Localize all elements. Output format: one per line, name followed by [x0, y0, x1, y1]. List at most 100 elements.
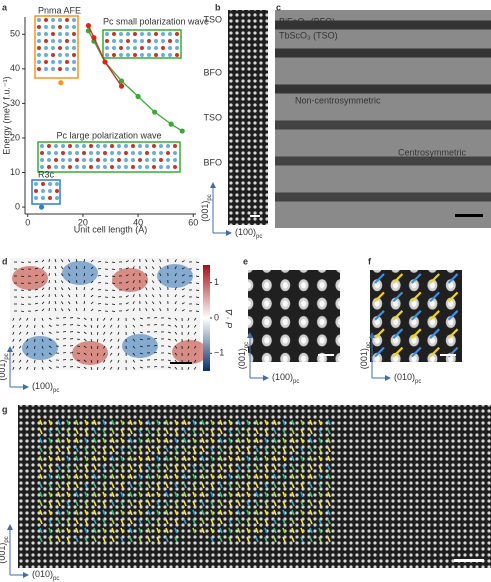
arrow	[183, 491, 187, 498]
arrow	[174, 500, 178, 507]
scale-bar	[318, 354, 334, 356]
field-arrow	[117, 338, 120, 342]
arrow	[84, 437, 88, 444]
field-arrow	[132, 294, 135, 298]
arrow	[129, 473, 133, 480]
arrow	[273, 509, 277, 516]
data-point	[58, 80, 64, 86]
arrow	[219, 482, 223, 489]
data-point	[102, 59, 108, 65]
arrow	[273, 536, 277, 543]
field-arrow	[103, 352, 106, 356]
field-arrow	[12, 352, 15, 356]
atom	[61, 165, 65, 169]
field-arrow	[97, 260, 102, 263]
arrow	[201, 491, 205, 498]
arrow	[273, 518, 277, 525]
arrow	[156, 428, 160, 435]
atom	[82, 144, 86, 148]
field-arrow	[12, 338, 15, 342]
atom	[44, 53, 48, 57]
arrow	[309, 482, 313, 489]
field-arrow	[153, 317, 158, 319]
arrow	[237, 509, 241, 516]
arrow	[201, 482, 205, 489]
field-arrow	[83, 300, 86, 305]
scale-bar	[250, 215, 260, 217]
scale-bar	[440, 354, 456, 356]
arrow	[255, 464, 259, 471]
arrow	[111, 473, 115, 480]
field-arrow	[68, 266, 71, 270]
arrow	[291, 464, 295, 471]
arrow	[273, 464, 277, 471]
arrow	[183, 518, 187, 525]
atom	[51, 46, 55, 50]
field-arrow	[153, 324, 158, 326]
data-point	[85, 23, 92, 29]
field-arrow	[174, 308, 177, 312]
arrow	[309, 527, 313, 534]
arrow	[57, 473, 61, 480]
arrow	[48, 509, 52, 516]
atom	[96, 158, 100, 162]
field-arrow	[193, 345, 197, 349]
arrow	[327, 464, 331, 471]
arrow	[156, 509, 160, 516]
atom	[131, 151, 135, 155]
arrow	[156, 419, 160, 426]
field-arrow	[62, 359, 67, 361]
arrow	[201, 500, 205, 507]
data-point	[38, 204, 45, 210]
field-arrow	[60, 273, 64, 277]
arrow	[309, 509, 313, 516]
arrow	[111, 419, 115, 426]
arrow	[300, 482, 304, 489]
field-arrow	[195, 289, 200, 291]
atom	[131, 158, 135, 162]
structure-inset	[37, 141, 181, 173]
arrow	[75, 491, 79, 498]
atom	[72, 39, 76, 43]
atom	[96, 165, 100, 169]
arrow	[138, 419, 142, 426]
atom	[166, 144, 170, 148]
axis-label-main: (100)	[32, 381, 53, 391]
field-arrow	[97, 281, 102, 284]
field-arrow	[132, 345, 136, 349]
arrow	[120, 428, 124, 435]
field-arrow	[167, 338, 171, 341]
atom	[138, 151, 142, 155]
arrow	[129, 518, 133, 525]
atom	[47, 165, 51, 169]
field-arrow	[103, 359, 106, 363]
arrow	[411, 291, 422, 303]
arrow	[282, 500, 286, 507]
layer-label: BFO	[203, 67, 222, 77]
axis-label-main: (001)	[0, 543, 7, 564]
arrow	[66, 473, 70, 480]
arrow	[75, 446, 79, 453]
field-arrow	[41, 338, 44, 342]
arrow	[219, 419, 223, 426]
field-arrow	[167, 345, 171, 348]
atom	[133, 53, 137, 57]
arrow	[300, 419, 304, 426]
data-point	[91, 35, 97, 41]
atom	[72, 46, 76, 50]
arrow	[48, 527, 52, 534]
field-arrow	[97, 267, 102, 270]
atom	[75, 165, 79, 169]
arrow	[102, 527, 106, 534]
polarization-arrows-f	[374, 273, 459, 358]
arrow	[93, 428, 97, 435]
arrow	[183, 455, 187, 462]
field-arrow	[18, 317, 22, 321]
atom	[112, 53, 116, 57]
arrow	[57, 455, 61, 462]
arrow	[138, 455, 142, 462]
field-arrow	[90, 352, 93, 356]
field-arrow	[90, 259, 94, 263]
field-arrow	[12, 366, 15, 370]
arrow	[228, 491, 232, 498]
